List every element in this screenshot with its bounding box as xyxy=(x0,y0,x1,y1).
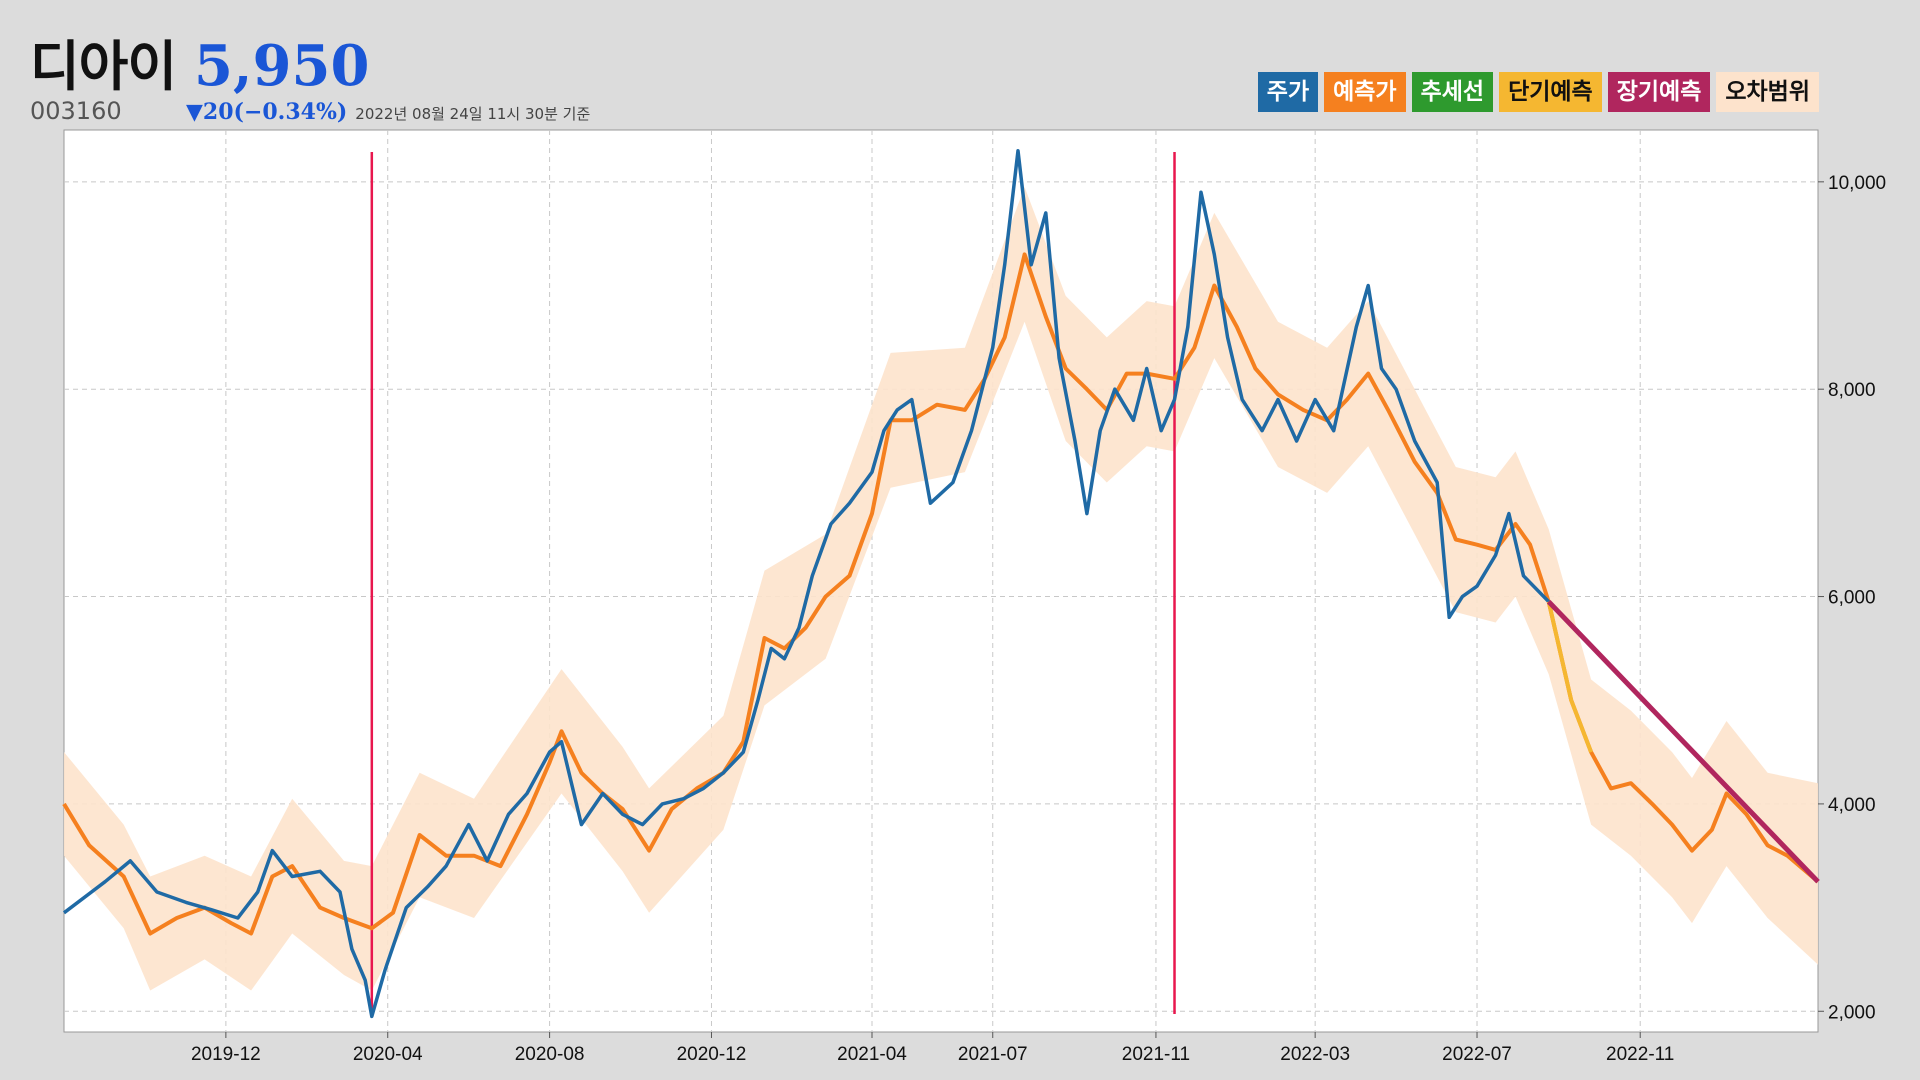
long-term-forecast-line xyxy=(1546,599,1820,884)
x-tick-label: 2022-11 xyxy=(1606,1044,1674,1065)
x-tick-label: 2021-04 xyxy=(837,1044,907,1065)
error-band xyxy=(64,187,1818,991)
y-tick-label: 6,000 xyxy=(1828,588,1876,609)
subtitle-line: 003160 ▼20(−0.34%) 2022년 08월 24일 11시 30분… xyxy=(30,97,590,125)
x-tick-label: 2021-07 xyxy=(958,1044,1028,1065)
x-tick-label: 2019-12 xyxy=(191,1044,261,1065)
chart-legend: 주가 예측가 추세선 단기예측 장기예측 오차범위 xyxy=(1257,72,1819,112)
x-tick-label: 2022-07 xyxy=(1442,1044,1512,1065)
y-tick-label: 8,000 xyxy=(1828,380,1876,401)
x-tick-label: 2020-04 xyxy=(353,1044,423,1065)
legend-item-long-term[interactable]: 장기예측 xyxy=(1607,72,1711,112)
y-tick-label: 10,000 xyxy=(1828,173,1886,194)
stock-code: 003160 xyxy=(30,97,122,125)
x-tick-label: 2020-12 xyxy=(677,1044,747,1065)
current-price: 5,950 xyxy=(194,33,370,99)
price-change: ▼20(−0.34%) xyxy=(186,99,348,125)
legend-item-error-band[interactable]: 오차범위 xyxy=(1716,72,1819,112)
short-term-forecast-line xyxy=(1546,601,1593,753)
price-line xyxy=(62,148,1550,1019)
x-tick-label: 2022-03 xyxy=(1280,1044,1350,1065)
legend-item-short-term[interactable]: 단기예측 xyxy=(1499,72,1602,112)
legend-item-predicted[interactable]: 예측가 xyxy=(1324,72,1406,112)
legend-item-trend[interactable]: 추세선 xyxy=(1411,72,1494,112)
legend-item-price[interactable]: 주가 xyxy=(1257,72,1319,112)
stock-header: 디아이 5,950 003160 ▼20(−0.34%) 2022년 08월 2… xyxy=(30,22,590,125)
title-line: 디아이 5,950 xyxy=(30,22,590,101)
y-tick-label: 4,000 xyxy=(1828,795,1876,816)
predicted-line xyxy=(62,252,1820,936)
x-tick-label: 2021-11 xyxy=(1122,1044,1190,1065)
timestamp: 2022년 08월 24일 11시 30분 기준 xyxy=(355,105,591,123)
y-tick-label: 2,000 xyxy=(1828,1002,1876,1023)
stock-name: 디아이 xyxy=(30,35,177,98)
x-tick-label: 2020-08 xyxy=(515,1044,585,1065)
